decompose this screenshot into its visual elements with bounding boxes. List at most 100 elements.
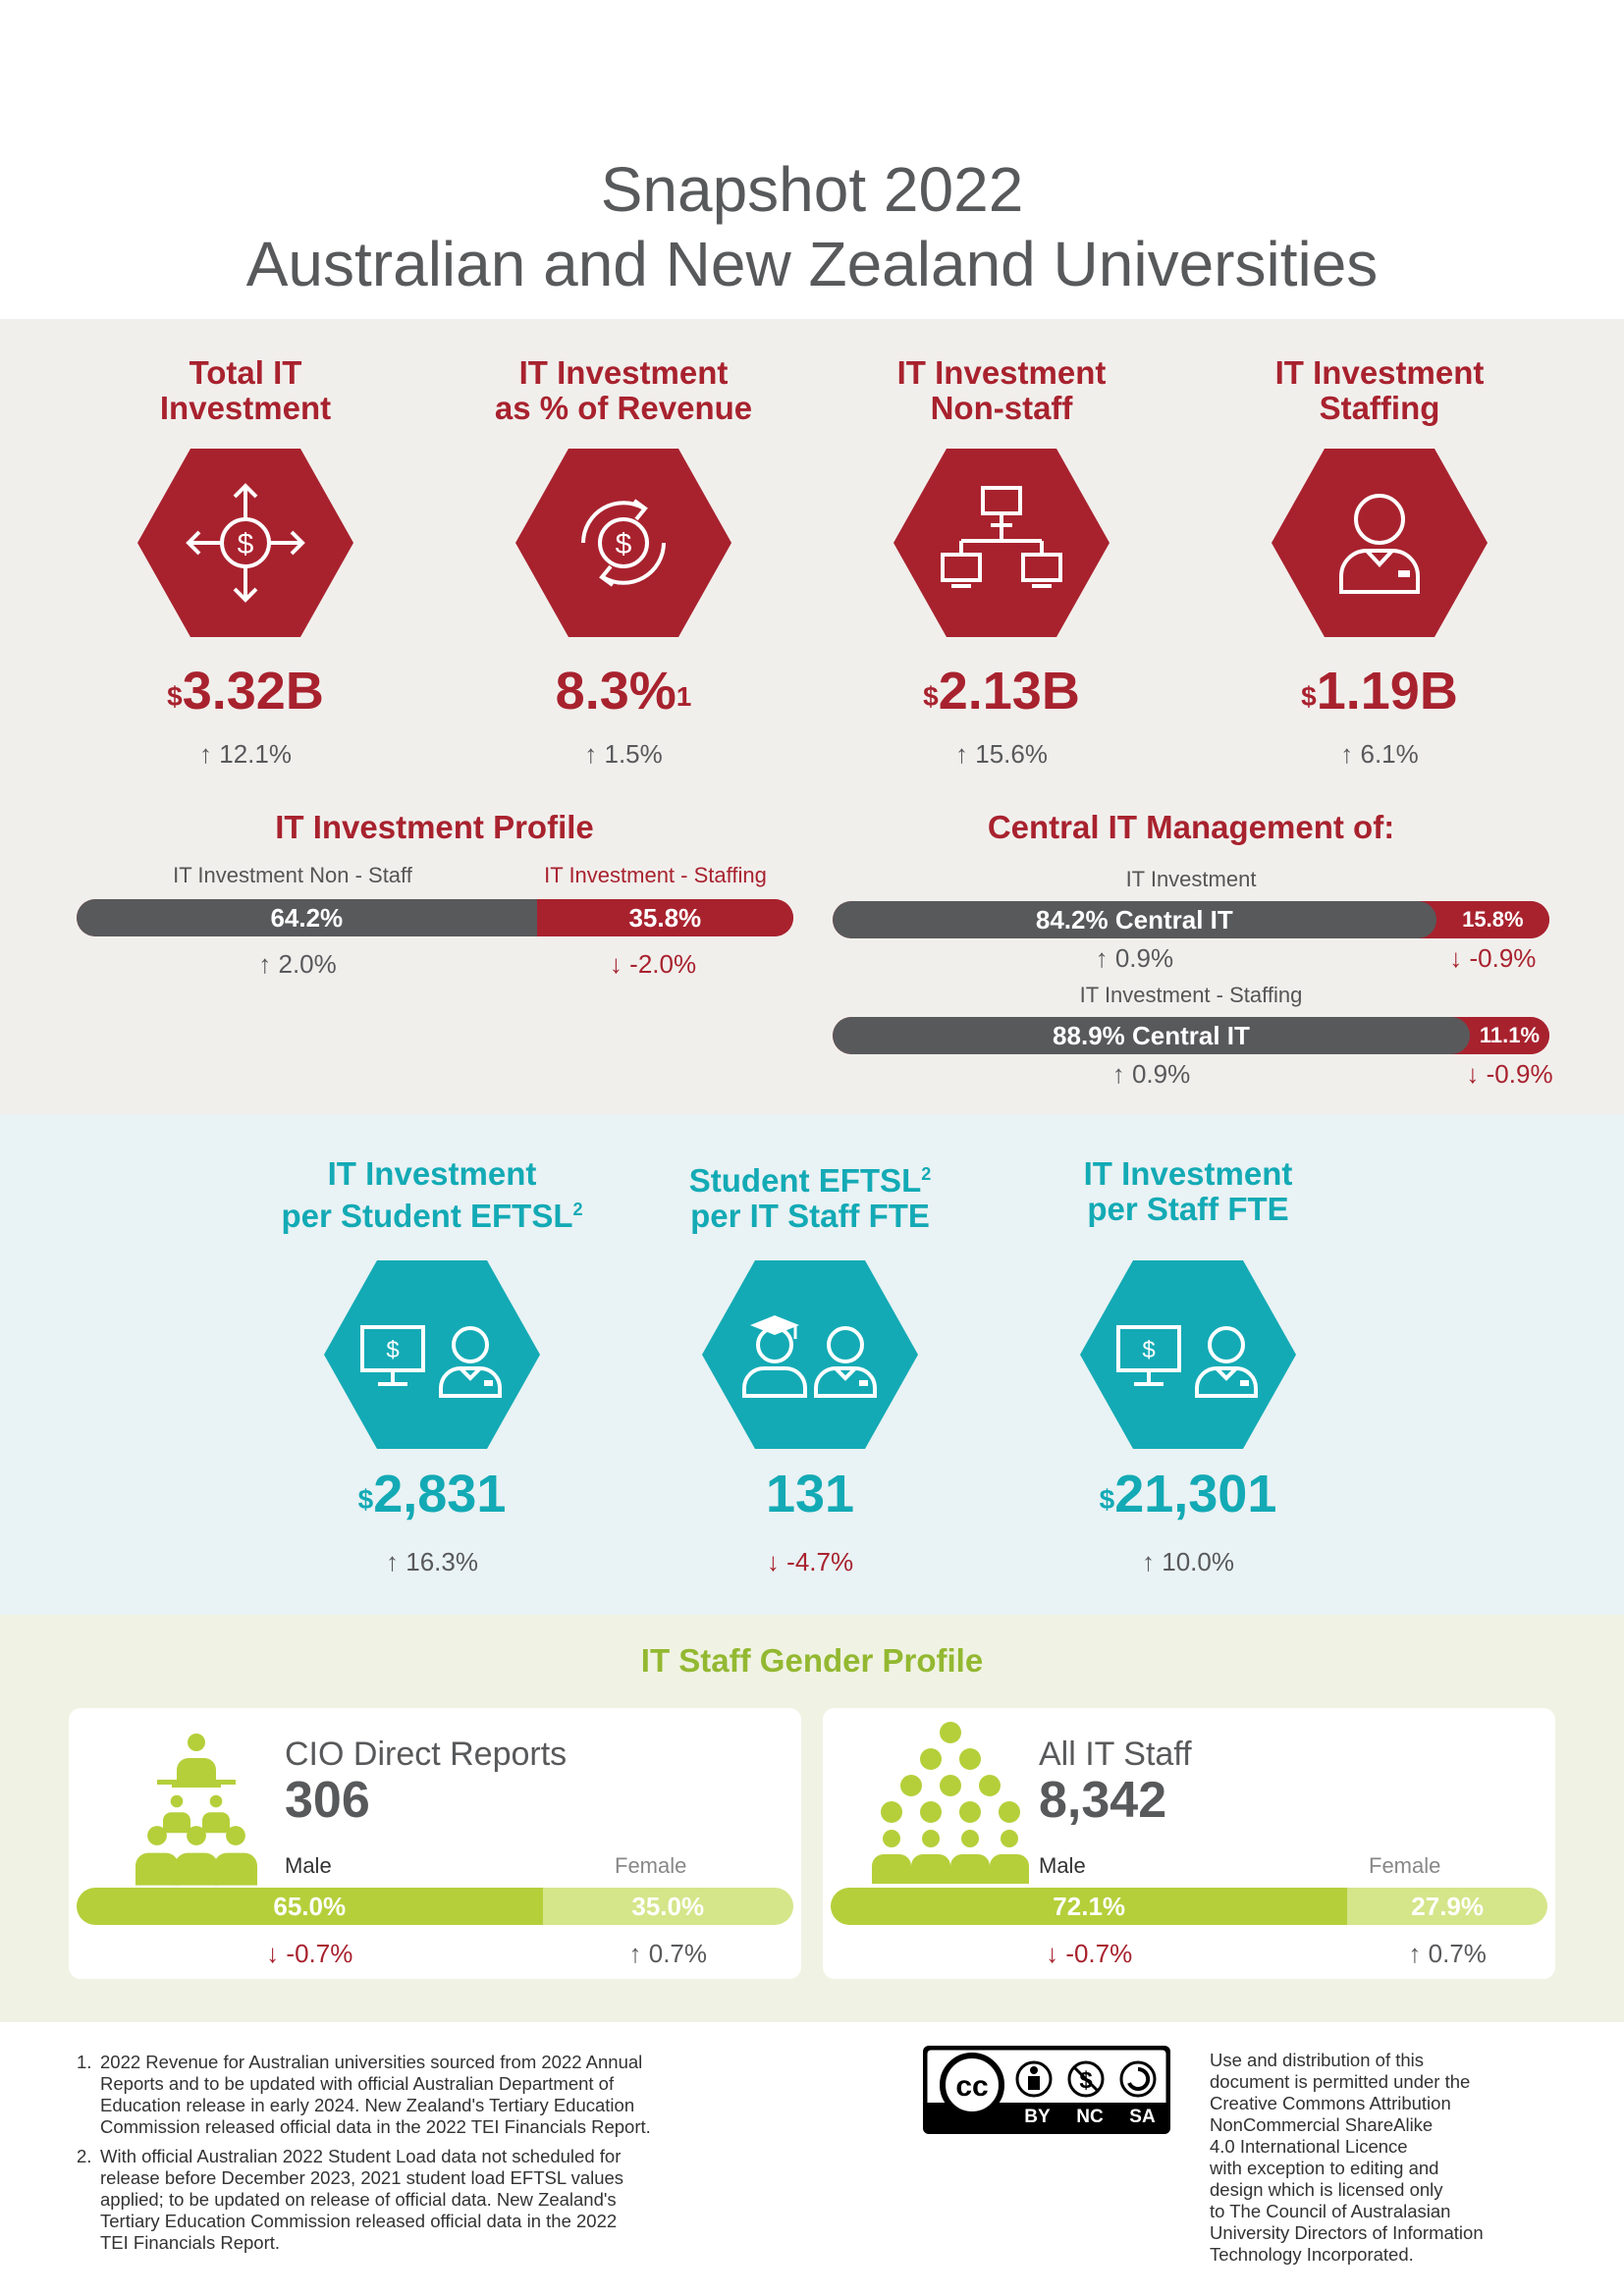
arrow-up-icon: ↑ — [1095, 943, 1109, 973]
license-line: with exception to editing and — [1210, 2158, 1439, 2178]
graduate-staff-icon — [701, 1258, 919, 1456]
other-segment: 15.8% — [1435, 901, 1549, 938]
profile-non-staff-segment: 64.2% — [77, 899, 537, 936]
central-title: Central IT Management of: — [987, 809, 1395, 845]
teal-title-line-1: Student EFTSL2 — [633, 1156, 987, 1199]
title-line-1: Snapshot 2022 — [600, 154, 1024, 225]
gender-bar: 65.0% 35.0% — [77, 1888, 793, 1925]
arrow-up-icon: ↑ — [584, 739, 598, 769]
male-label: Male — [285, 1853, 332, 1878]
footnote-line: Tertiary Education Commission released o… — [100, 2211, 618, 2231]
profile-right-label: IT Investment - Staffing — [544, 863, 767, 887]
female-label: Female — [1369, 1853, 1441, 1878]
kpi-title-line-1: IT Investment — [1274, 354, 1485, 391]
profile-bar: 64.2% 35.8% — [77, 899, 793, 936]
arrow-down-icon: ↓ — [766, 1547, 780, 1576]
kpi-title-line-1: IT Investment — [518, 354, 729, 391]
footnote-line: release before December 2023, 2021 stude… — [100, 2167, 624, 2188]
arrow-down-icon: ↓ — [609, 949, 623, 979]
footnote: 1. 2022 Revenue for Australian universiti… — [77, 2052, 823, 2138]
kpi-value: $3.32B — [69, 662, 422, 721]
arrow-up-icon: ↑ — [1340, 739, 1354, 769]
currency-prefix: $ — [1301, 681, 1317, 712]
title-line-2: Australian and New Zealand Universities — [245, 229, 1379, 299]
teal-kpi-title: IT Investment per Student EFTSL2 — [255, 1156, 609, 1234]
network-computers-icon — [893, 447, 1110, 644]
profile-left-change: ↑ 2.0% — [258, 949, 337, 979]
footnote-line: applied; to be updated on release of off… — [100, 2189, 617, 2210]
teal-title-text: IT Investment — [327, 1155, 537, 1192]
central-change: ↑ 0.9% — [957, 943, 1311, 973]
teal-kpi-number: 2,831 — [373, 1465, 507, 1523]
license-text: Use and distribution of this document is … — [1210, 2050, 1563, 2266]
male-segment: 72.1% — [831, 1888, 1348, 1925]
cc-badge-labels: BY NC SA — [1024, 2106, 1156, 2127]
card-count: 8,342 — [1039, 1772, 1167, 1829]
svg-text:$: $ — [386, 1337, 399, 1363]
central-change: ↑ 0.9% — [974, 1059, 1327, 1089]
female-label: Female — [615, 1853, 687, 1878]
central-segment: 88.9% Central IT — [833, 1017, 1470, 1054]
teal-title-text: IT Investment — [1083, 1155, 1293, 1192]
arrow-up-icon: ↑ — [386, 1547, 400, 1576]
footnote-number: 1. — [77, 2052, 92, 2072]
female-change: ↑ 0.7% — [1271, 1939, 1624, 1968]
female-segment: 27.9% — [1411, 1892, 1485, 1921]
central-bar: 88.9% Central IT 11.1% — [833, 1017, 1549, 1054]
footnote-line: Commission released official data in the… — [100, 2116, 651, 2137]
svg-text:cc: cc — [955, 2070, 988, 2103]
teal-kpi-title: IT Investment per Staff FTE — [1011, 1156, 1365, 1227]
kpi-change: ↑ 15.6% — [825, 739, 1178, 769]
currency-prefix: $ — [923, 681, 939, 712]
currency-prefix: $ — [1099, 1484, 1115, 1515]
male-change: ↓ -0.7% — [912, 1939, 1266, 1968]
arrow-down-icon: ↓ — [1466, 1059, 1480, 1089]
kpi-title-line-2: Non-staff — [930, 390, 1073, 426]
female-change-value: 0.7% — [1428, 1939, 1487, 1968]
teal-kpi-value: 131 — [633, 1465, 987, 1523]
kpi-title: IT Investment as % of Revenue — [447, 355, 800, 426]
footnote-line: TEI Financials Report. — [100, 2232, 281, 2253]
arrow-up-icon: ↑ — [1408, 1939, 1422, 1968]
dollar-arrows-icon: $ — [136, 447, 354, 644]
gender-card — [823, 1708, 1555, 1979]
kpi-change-value: 1.5% — [604, 739, 663, 769]
footnote-line: Education release in early 2024. New Zea… — [100, 2095, 635, 2115]
profile-title: IT Investment Profile — [275, 809, 594, 845]
kpi-value-number: 1.19B — [1316, 662, 1458, 721]
teal-title-text: per IT Staff FTE — [690, 1198, 930, 1234]
other-change-value: -0.9% — [1486, 1059, 1553, 1089]
arrow-down-icon: ↓ — [266, 1939, 280, 1968]
kpi-change: ↑ 12.1% — [69, 739, 422, 769]
footnote-line: Reports and to be updated with official … — [100, 2073, 615, 2094]
computer-student-icon: $ — [323, 1258, 541, 1456]
license-line: NonCommercial ShareAlike — [1210, 2114, 1434, 2135]
svg-text:$: $ — [616, 528, 632, 561]
people-pyramid-icon — [852, 1713, 1049, 1904]
teal-title-text: per Staff FTE — [1087, 1191, 1289, 1227]
teal-kpi-change-value: 10.0% — [1162, 1547, 1234, 1576]
central-change-value: 0.9% — [1114, 943, 1174, 973]
license-line: 4.0 International Licence — [1210, 2136, 1408, 2157]
other-change-value: -0.9% — [1469, 943, 1537, 973]
cc-by-nc-sa-icon: cc $ — [924, 2047, 1169, 2133]
teal-kpi-title: Student EFTSL2 per IT Staff FTE — [633, 1156, 987, 1234]
central-change-value: 0.9% — [1131, 1059, 1191, 1089]
kpi-value-number: 8.3% — [555, 662, 677, 721]
kpi-change-value: 15.6% — [975, 739, 1048, 769]
central-bar-label: IT Investment - Staffing — [1079, 983, 1303, 1007]
dollar-cycle-icon: $ — [514, 447, 732, 644]
kpi-change: ↑ 1.5% — [447, 739, 800, 769]
page-title: Snapshot 2022 Australian and New Zealand… — [0, 152, 1624, 301]
arrow-up-icon: ↑ — [1142, 1547, 1156, 1576]
license-line: Use and distribution of this — [1210, 2050, 1425, 2070]
arrow-up-icon: ↑ — [628, 1939, 642, 1968]
kpi-value: $1.19B — [1203, 662, 1556, 721]
currency-prefix: $ — [357, 1484, 374, 1515]
computer-staff-icon: $ — [1079, 1258, 1297, 1456]
arrow-up-icon: ↑ — [258, 949, 272, 979]
teal-title-line-2: per Student EFTSL2 — [255, 1192, 609, 1234]
kpi-change: ↑ 6.1% — [1203, 739, 1556, 769]
male-segment: 65.0% — [77, 1888, 543, 1925]
license-line: University Directors of Information — [1210, 2222, 1484, 2243]
